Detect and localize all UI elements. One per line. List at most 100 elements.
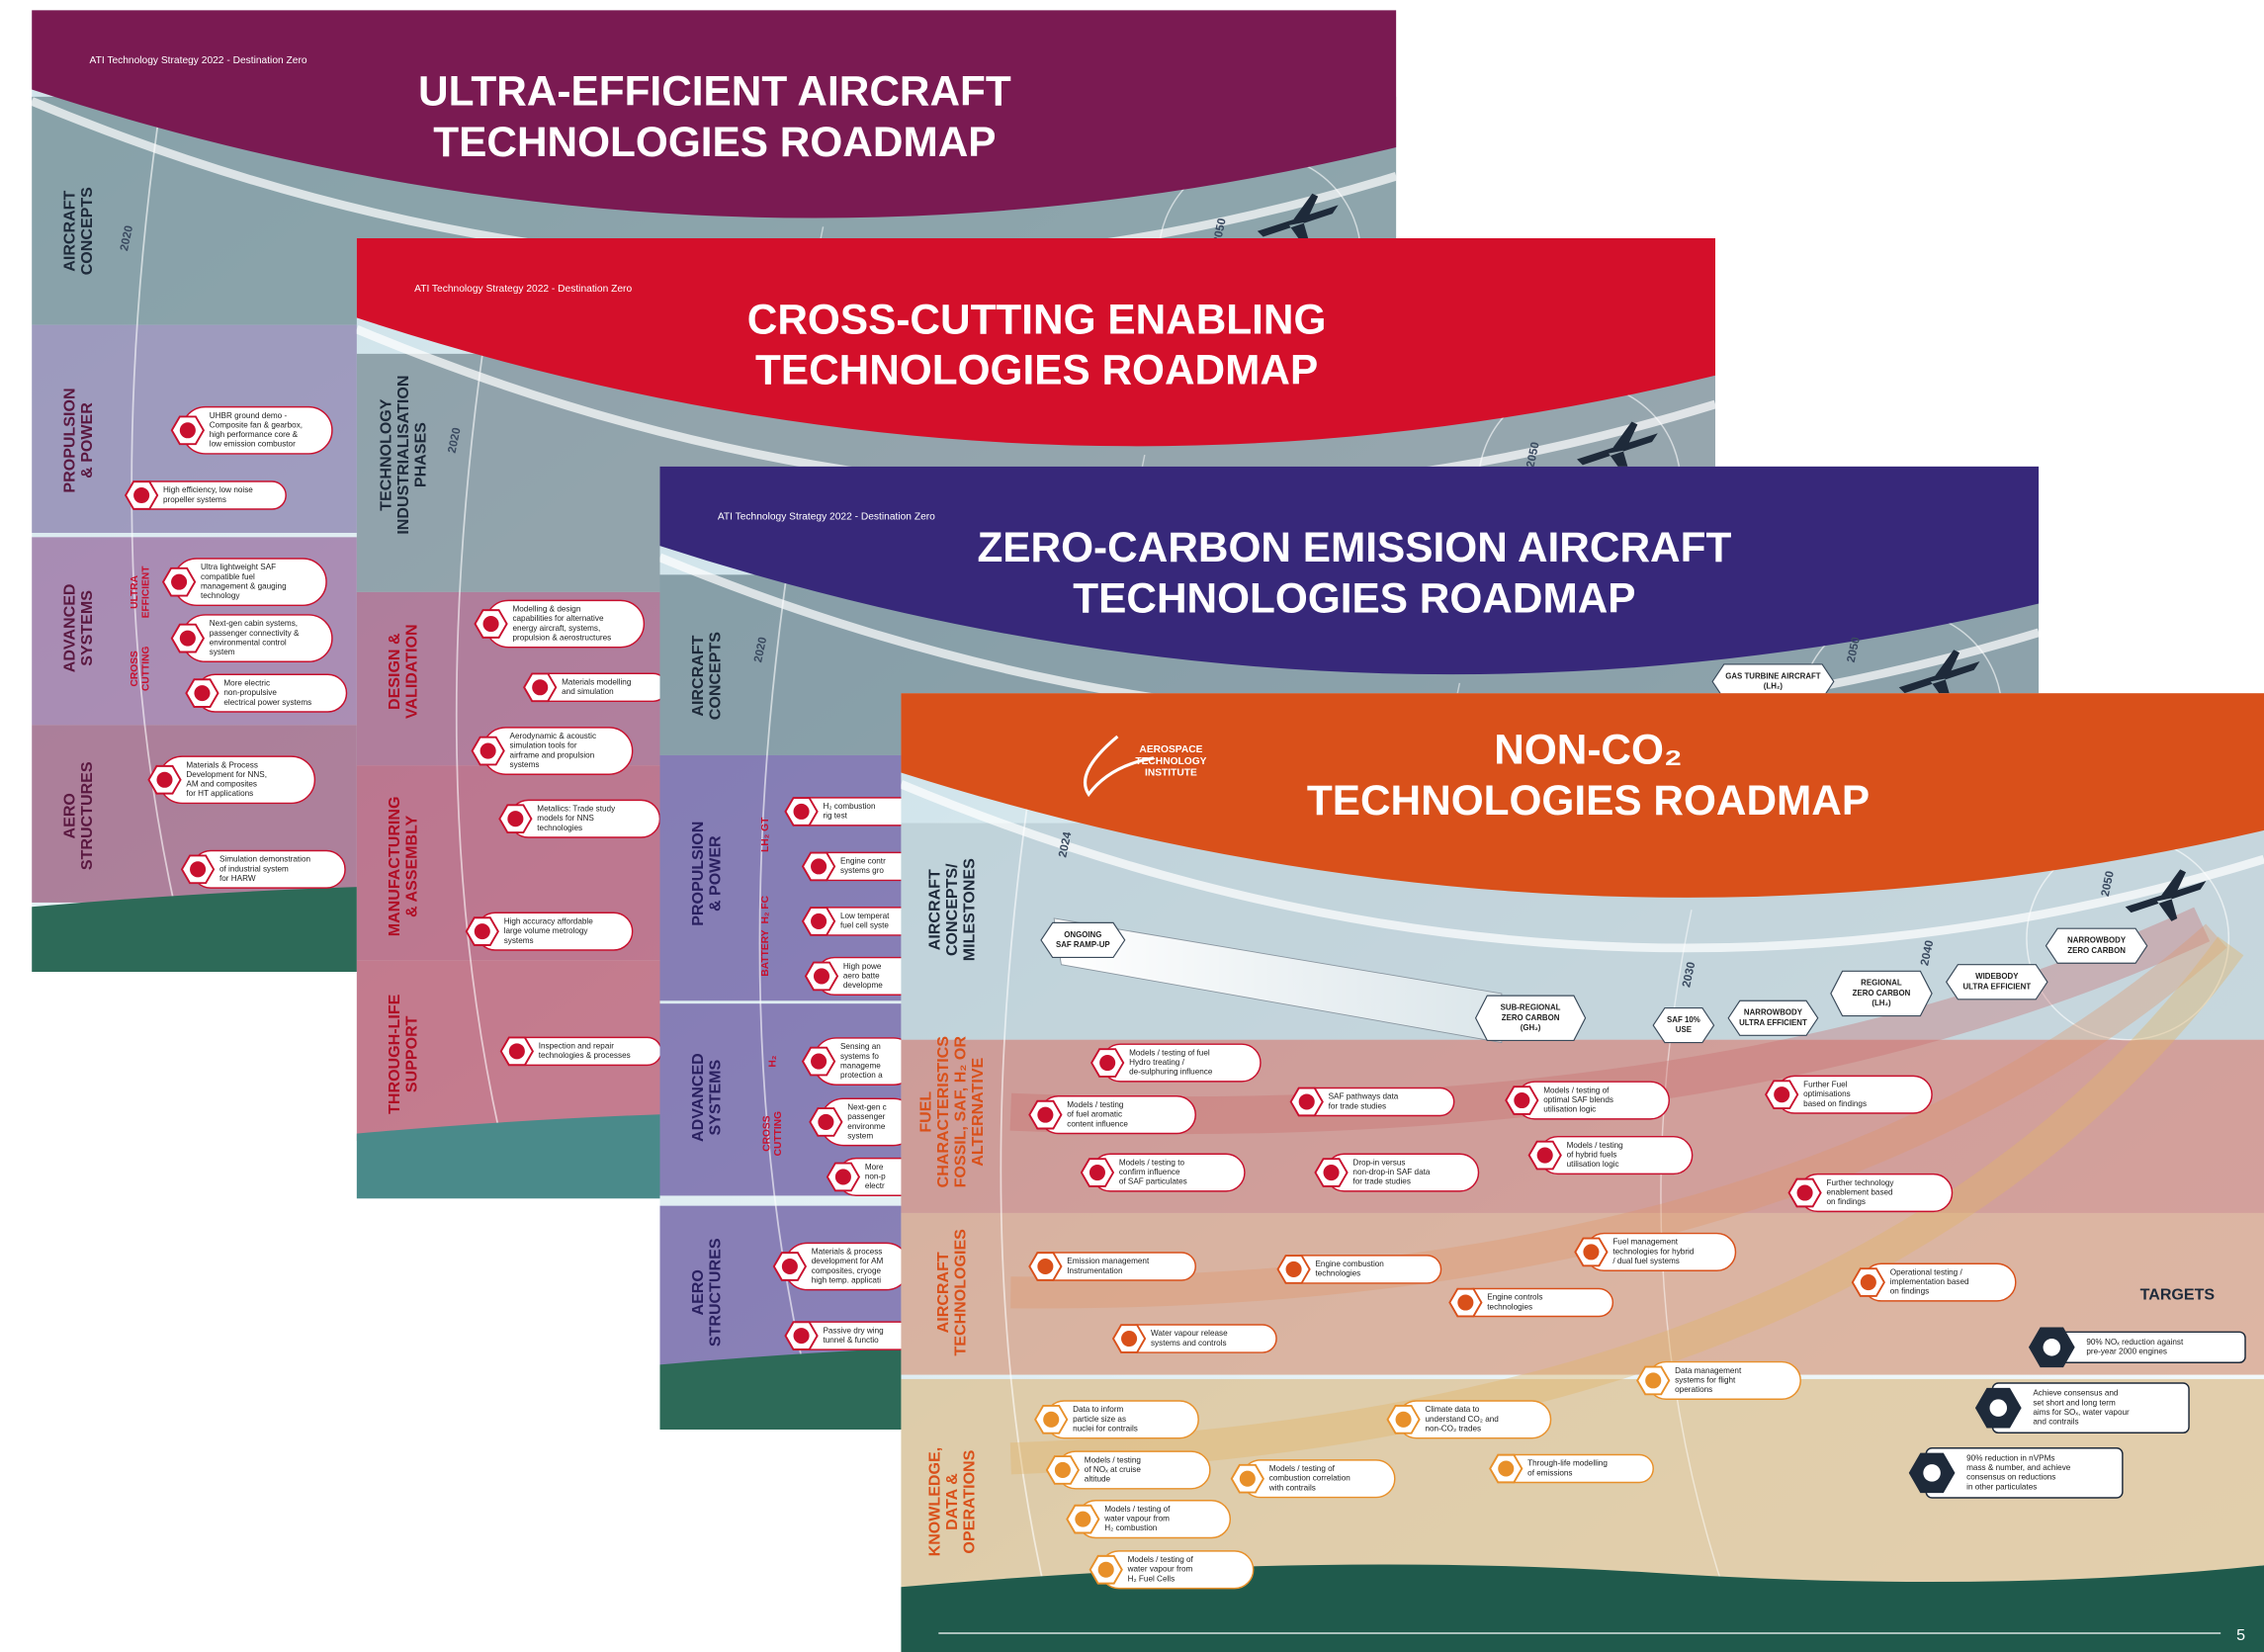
roadmap-item-text: Water vapour releasesystems and controls (1151, 1329, 1228, 1348)
roadmap-item-text-line: Operational testing / (1890, 1268, 1963, 1277)
roadmap-item-text-line: / dual fuel systems (1612, 1257, 1680, 1265)
row-label-line: TECHNOLOGY (378, 398, 395, 511)
roadmap-item-text-line: Composite fan & gearbox, (210, 421, 303, 430)
roadmap-item-icon-core (1299, 1093, 1315, 1109)
roadmap-item-icon-core (480, 743, 496, 759)
row-label-line: SUPPORT (403, 1015, 421, 1092)
roadmap-item-text: Engine contrsystems gro (840, 857, 886, 876)
roadmap-item-text-line: Metallics: Trade study (537, 805, 616, 814)
poster-title-line: TECHNOLOGIES ROADMAP (1073, 575, 1635, 622)
milestone-text-line: WIDEBODY (1975, 972, 2019, 981)
roadmap-item-text-line: electrical power systems (223, 698, 311, 707)
roadmap-item-text-line: H₂ Fuel Cells (1128, 1575, 1176, 1584)
roadmap-item-text-line: tunnel & functio (823, 1336, 879, 1345)
roadmap-item-text-line: energy aircraft, systems, (512, 624, 600, 633)
target-text-line: consensus on reductions (1966, 1473, 2055, 1482)
roadmap-item-text-line: based on findings (1803, 1099, 1867, 1108)
roadmap-item-icon-core (1774, 1087, 1789, 1102)
roadmap-item-text-line: Sensing an (840, 1042, 881, 1051)
roadmap-item-icon-core (1396, 1412, 1412, 1428)
poster-title-line: ZERO-CARBON EMISSION AIRCRAFT (977, 524, 1731, 570)
roadmap-item-text-line: system (210, 648, 235, 656)
roadmap-item-text-line: management & gauging (201, 582, 287, 591)
roadmap-item-text-line: More electric (223, 679, 270, 688)
row-sublabel-line: H₂ FC (760, 895, 771, 923)
roadmap-item-icon-core (1043, 1412, 1059, 1428)
roadmap-item-text-line: utilisation logic (1543, 1105, 1596, 1114)
roadmap-item-text-line: SAF pathways data (1329, 1092, 1399, 1101)
poster-header: ATI Technology Strategy 2022 - Destinati… (414, 284, 632, 295)
target-text-line: 90% reduction in nVPMs (1966, 1454, 2054, 1463)
milestone-text-line: ONGOING (1064, 930, 1101, 939)
milestone-text-line: (GH₂) (1521, 1023, 1541, 1032)
roadmap-item-text-line: Water vapour release (1151, 1329, 1228, 1338)
roadmap-item-text-line: environmental control (210, 639, 287, 648)
milestone-text-line: USE (1676, 1025, 1692, 1034)
roadmap-item-text-line: composites, cryoge (812, 1266, 882, 1275)
milestone-text-line: SAF 10% (1667, 1015, 1700, 1024)
milestone-text-line: (LH₂) (1764, 682, 1784, 691)
roadmap-item-text-line: UHBR ground demo - (210, 411, 288, 420)
roadmap-item-text-line: Inspection and repair (539, 1042, 614, 1051)
roadmap-item-text-line: combustion correlation (1269, 1474, 1350, 1483)
roadmap-item-text-line: technologies (1487, 1302, 1532, 1311)
roadmap-item-icon-core (1286, 1261, 1302, 1277)
roadmap-item-icon-core (1498, 1460, 1514, 1476)
target-icon-core (1923, 1464, 1941, 1482)
row-label-line: PROPULSION (689, 822, 707, 926)
roadmap-item-text: Models / testingof hybrid fuelsutilisati… (1567, 1141, 1624, 1169)
target-text-line: set short and long term (2033, 1398, 2116, 1407)
row-sublabel: CROSSCUTTING (130, 647, 152, 691)
roadmap-item-icon-core (1099, 1055, 1115, 1071)
row-label-line: AIRCRAFT (934, 1252, 952, 1333)
row-sublabel: BATTERY (760, 929, 771, 976)
milestone-text-line: GAS TURBINE AIRCRAFT (1725, 671, 1821, 680)
roadmap-item-text-line: environme (847, 1122, 886, 1131)
roadmap-item-text-line: High accuracy affordable (504, 917, 594, 926)
roadmap-item-icon-core (794, 1328, 810, 1344)
milestone-text-line: ULTRA EFFICIENT (1739, 1018, 1807, 1027)
row-label-line: CHARACTERISTICS (934, 1036, 952, 1188)
roadmap-item-text-line: non-p (865, 1173, 886, 1181)
row-label-line: MANUFACTURING (386, 797, 403, 937)
roadmap-item-text-line: of NOₓ at cruise (1085, 1465, 1142, 1474)
roadmap-item-icon-core (1861, 1274, 1876, 1290)
roadmap-item-text-line: Next-gen c (847, 1103, 886, 1112)
roadmap-item-text-line: Models / testing (1085, 1455, 1142, 1464)
roadmap-item-text-line: Engine controls (1487, 1293, 1542, 1302)
roadmap-item-text-line: propulsion & aerostructures (512, 634, 611, 643)
roadmap-item-text-line: systems (504, 936, 534, 945)
roadmap-item-text-line: Modelling & design (512, 605, 580, 614)
roadmap-item-text-line: developme (843, 981, 883, 990)
roadmap-item-text-line: for HT applications (186, 789, 253, 798)
roadmap-item-text-line: systems and controls (1151, 1339, 1227, 1348)
row-label: PROPULSION& POWER (689, 822, 725, 926)
row-label-line: SYSTEMS (78, 590, 96, 666)
row-label-line: PHASES (412, 422, 430, 487)
row-label-line: INDUSTRIALISATION (394, 376, 412, 535)
roadmap-item-text-line: Passive dry wing (823, 1326, 884, 1335)
row-label-line: CONCEPTS/ (943, 863, 961, 956)
roadmap-item-text-line: for HARW (219, 874, 256, 883)
roadmap-item-text-line: airframe and propulsion (510, 751, 595, 760)
row-label-line: KNOWLEDGE, (926, 1447, 944, 1557)
roadmap-item-icon-core (811, 858, 827, 874)
row-sublabel-line: H₂ (767, 1056, 778, 1068)
row-label-line: & POWER (707, 835, 725, 912)
roadmap-item-text-line: non-drop-in SAF data (1352, 1168, 1430, 1176)
roadmap-item-text-line: models for NNS (537, 814, 594, 823)
row-label-line: STRUCTURES (707, 1238, 725, 1347)
milestone-text-line: (LH₂) (1872, 999, 1891, 1007)
roadmap-item-text-line: for trade studies (1329, 1101, 1386, 1110)
row-label: AIRCRAFTCONCEPTS/MILESTONES (926, 858, 979, 961)
roadmap-item-text-line: with contrails (1268, 1484, 1316, 1493)
roadmap-item-text-line: protection a (840, 1071, 883, 1080)
roadmap-item-icon-core (509, 1043, 525, 1059)
row-sublabel: H₂ FC (760, 895, 771, 923)
poster-header: ATI Technology Strategy 2022 - Destinati… (718, 512, 935, 523)
roadmap-item-icon-core (1240, 1471, 1256, 1487)
logo-text-line: TECHNOLOGY (1135, 755, 1206, 766)
roadmap-item-text-line: technologies (537, 824, 582, 832)
roadmap-item-text-line: Climate data to (1425, 1405, 1479, 1414)
poster-header: ATI Technology Strategy 2022 - Destinati… (90, 55, 307, 66)
